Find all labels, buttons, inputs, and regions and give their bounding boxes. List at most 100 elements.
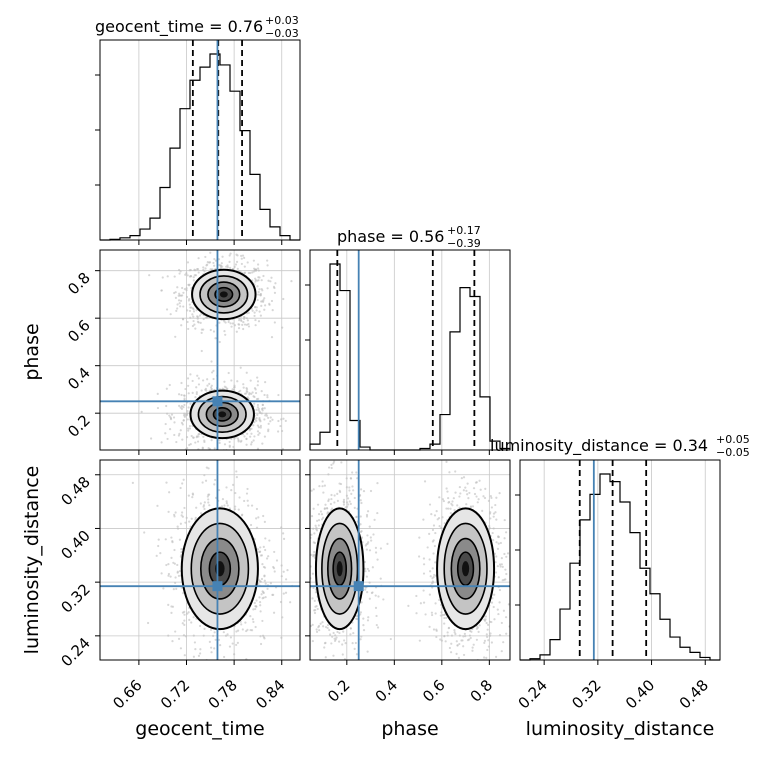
joint-geocent-time-phase-point-1-687 (265, 414, 269, 417)
joint-geocent-time-phase-point-0-825 (188, 283, 191, 286)
title-geocent-time-lower: −0.03 (265, 27, 299, 40)
joint-phase-luminosity-distance-point-1-895 (457, 662, 459, 664)
joint-phase-luminosity-distance-point-0-115 (306, 605, 308, 607)
joint-geocent-time-phase-point-0-795 (196, 317, 199, 320)
joint-phase-luminosity-distance-point-0-99 (352, 457, 354, 459)
joint-geocent-time-phase-point-1-815 (245, 443, 248, 446)
joint-geocent-time-luminosity-distance-point-0-287 (243, 499, 246, 503)
joint-geocent-time-phase-point-1-176 (259, 426, 262, 429)
joint-phase-luminosity-distance-point-0-337 (333, 501, 336, 504)
joint-phase-luminosity-distance-point-1-864 (428, 558, 431, 561)
joint-geocent-time-phase-point-1-383 (166, 412, 169, 415)
joint-geocent-time-phase-point-1-462 (265, 412, 268, 416)
joint-phase-luminosity-distance-point-0-607 (303, 677, 305, 679)
joint-geocent-time-phase-point-1-792 (186, 418, 189, 421)
joint-phase-luminosity-distance-point-0-340 (374, 606, 378, 609)
joint-geocent-time-luminosity-distance-point-0-650 (203, 627, 206, 630)
joint-geocent-time-luminosity-distance-point-0-839 (181, 511, 184, 514)
joint-phase-luminosity-distance-point-1-637 (447, 507, 450, 510)
joint-phase-luminosity-distance-point-0-630 (302, 502, 304, 504)
joint-geocent-time-phase-point-1-300 (188, 424, 192, 428)
joint-geocent-time-phase-point-0-548 (211, 268, 214, 271)
joint-phase-luminosity-distance-point-1-291 (431, 540, 434, 543)
joint-geocent-time-luminosity-distance-point-0-443 (180, 548, 183, 551)
joint-geocent-time-luminosity-distance-point-0-402 (269, 582, 272, 585)
joint-geocent-time-phase-point-0-322 (228, 260, 231, 263)
joint-geocent-time-luminosity-distance-point-0-893 (171, 541, 174, 544)
joint-geocent-time-phase-point-0-872 (177, 268, 181, 272)
joint-geocent-time-phase-point-1-597 (170, 413, 174, 416)
joint-geocent-time-phase-point-0-115 (189, 316, 192, 319)
joint-geocent-time-phase-point-1-595 (233, 388, 236, 392)
joint-geocent-time-phase-point-1-847 (197, 435, 200, 438)
joint-geocent-time-phase-point-1-367 (245, 453, 247, 455)
joint-geocent-time-phase-point-0-42 (185, 295, 189, 299)
joint-geocent-time-phase-point-1-381 (256, 376, 259, 379)
joint-geocent-time-phase-point-1-471 (168, 428, 172, 431)
joint-geocent-time-luminosity-distance-point-0-154 (171, 640, 174, 643)
joint-geocent-time-phase-point-1-790 (183, 415, 186, 418)
joint-phase-luminosity-distance-point-1-638 (462, 667, 464, 669)
joint-geocent-time-luminosity-distance-point-0-721 (181, 515, 184, 518)
joint-geocent-time-phase-point-0-718 (166, 275, 169, 278)
joint-geocent-time-luminosity-distance-point-0-323 (179, 486, 182, 490)
joint-phase-luminosity-distance-point-1-723 (488, 526, 491, 529)
joint-phase-luminosity-distance-point-0-177 (310, 533, 313, 536)
joint-phase-luminosity-distance-point-0-288 (295, 614, 297, 616)
joint-geocent-time-luminosity-distance-point-0-450 (160, 572, 163, 575)
joint-geocent-time-luminosity-distance-point-0-145 (180, 665, 182, 667)
joint-geocent-time-phase-point-0-428 (254, 269, 258, 272)
joint-geocent-time-phase-point-0-596 (263, 308, 266, 311)
joint-geocent-time-phase-point-0-286 (257, 293, 260, 296)
joint-geocent-time-phase-point-0-583 (226, 266, 230, 269)
joint-geocent-time-phase-point-1-532 (183, 394, 186, 397)
joint-phase-luminosity-distance-point-1-372 (494, 655, 498, 659)
joint-geocent-time-phase-point-1-453 (188, 427, 192, 430)
joint-geocent-time-phase-point-1-356 (252, 395, 255, 398)
joint-geocent-time-luminosity-distance-point-0-884 (181, 482, 184, 485)
joint-geocent-time-luminosity-distance-point-0-709 (172, 588, 175, 591)
joint-geocent-time-phase-point-0-536 (204, 255, 207, 259)
joint-geocent-time-phase-point-0-205 (238, 319, 241, 322)
joint-geocent-time-phase-point-0-283 (223, 330, 226, 333)
joint-phase-luminosity-distance-point-0-264 (349, 633, 352, 636)
joint-geocent-time-phase-point-1-425 (259, 424, 262, 427)
joint-phase-luminosity-distance-point-0-765 (359, 611, 363, 614)
joint-geocent-time-phase-point-0-690 (257, 276, 260, 279)
joint-geocent-time-phase-point-0-689 (255, 309, 258, 312)
joint-geocent-time-luminosity-distance-point-0-241 (220, 505, 224, 508)
joint-phase-luminosity-distance-point-1-465 (488, 524, 491, 528)
joint-geocent-time-phase-point-1-490 (239, 440, 242, 443)
joint-geocent-time-luminosity-distance-point-0-157 (286, 568, 289, 572)
joint-phase-luminosity-distance-point-1-347 (419, 602, 422, 605)
joint-geocent-time-phase-point-1-71 (206, 378, 209, 381)
joint-geocent-time-phase-point-0-784 (254, 324, 257, 327)
joint-geocent-time-phase-point-0-727 (262, 300, 265, 303)
joint-geocent-time-phase-point-0-721 (230, 325, 233, 328)
joint-phase-luminosity-distance-point-0-580 (342, 630, 345, 633)
joint-geocent-time-phase-point-1-727 (205, 389, 208, 392)
joint-phase-luminosity-distance-point-1-610 (497, 535, 500, 539)
joint-geocent-time-luminosity-distance-point-0-387 (282, 537, 286, 541)
hist-geocent-time-frame (99, 39, 301, 241)
joint-geocent-time-phase-ytick-label-2: 0.6 (64, 316, 94, 346)
joint-geocent-time-phase-point-1-693 (233, 386, 236, 389)
joint-phase-luminosity-distance-point-0-824 (312, 586, 315, 590)
joint-geocent-time-phase-truth-marker (212, 396, 223, 407)
joint-phase-luminosity-distance-point-1-836 (497, 612, 500, 616)
joint-phase-luminosity-distance-point-1-46 (430, 611, 433, 614)
joint-geocent-time-luminosity-distance-point-0-580 (258, 596, 261, 599)
joint-phase-luminosity-distance-point-0-461 (330, 507, 334, 510)
joint-geocent-time-luminosity-distance-point-0-549 (167, 574, 170, 577)
joint-phase-luminosity-distance-point-1-263 (500, 621, 503, 625)
joint-geocent-time-phase-point-0-5 (178, 302, 181, 305)
joint-phase-luminosity-distance-point-1-122 (445, 616, 448, 620)
joint-geocent-time-phase-point-0-555 (258, 310, 261, 313)
joint-geocent-time-luminosity-distance-point-0-182 (228, 645, 232, 648)
joint-phase-luminosity-distance-point-1-76 (458, 634, 461, 637)
joint-geocent-time-phase-point-0-285 (214, 337, 217, 340)
joint-phase-luminosity-distance-point-1-91 (462, 489, 465, 492)
joint-phase-luminosity-distance-point-0-164 (332, 433, 334, 435)
joint-phase-luminosity-distance-point-1-573 (458, 485, 461, 489)
joint-phase-luminosity-distance-point-1-484 (490, 601, 494, 604)
